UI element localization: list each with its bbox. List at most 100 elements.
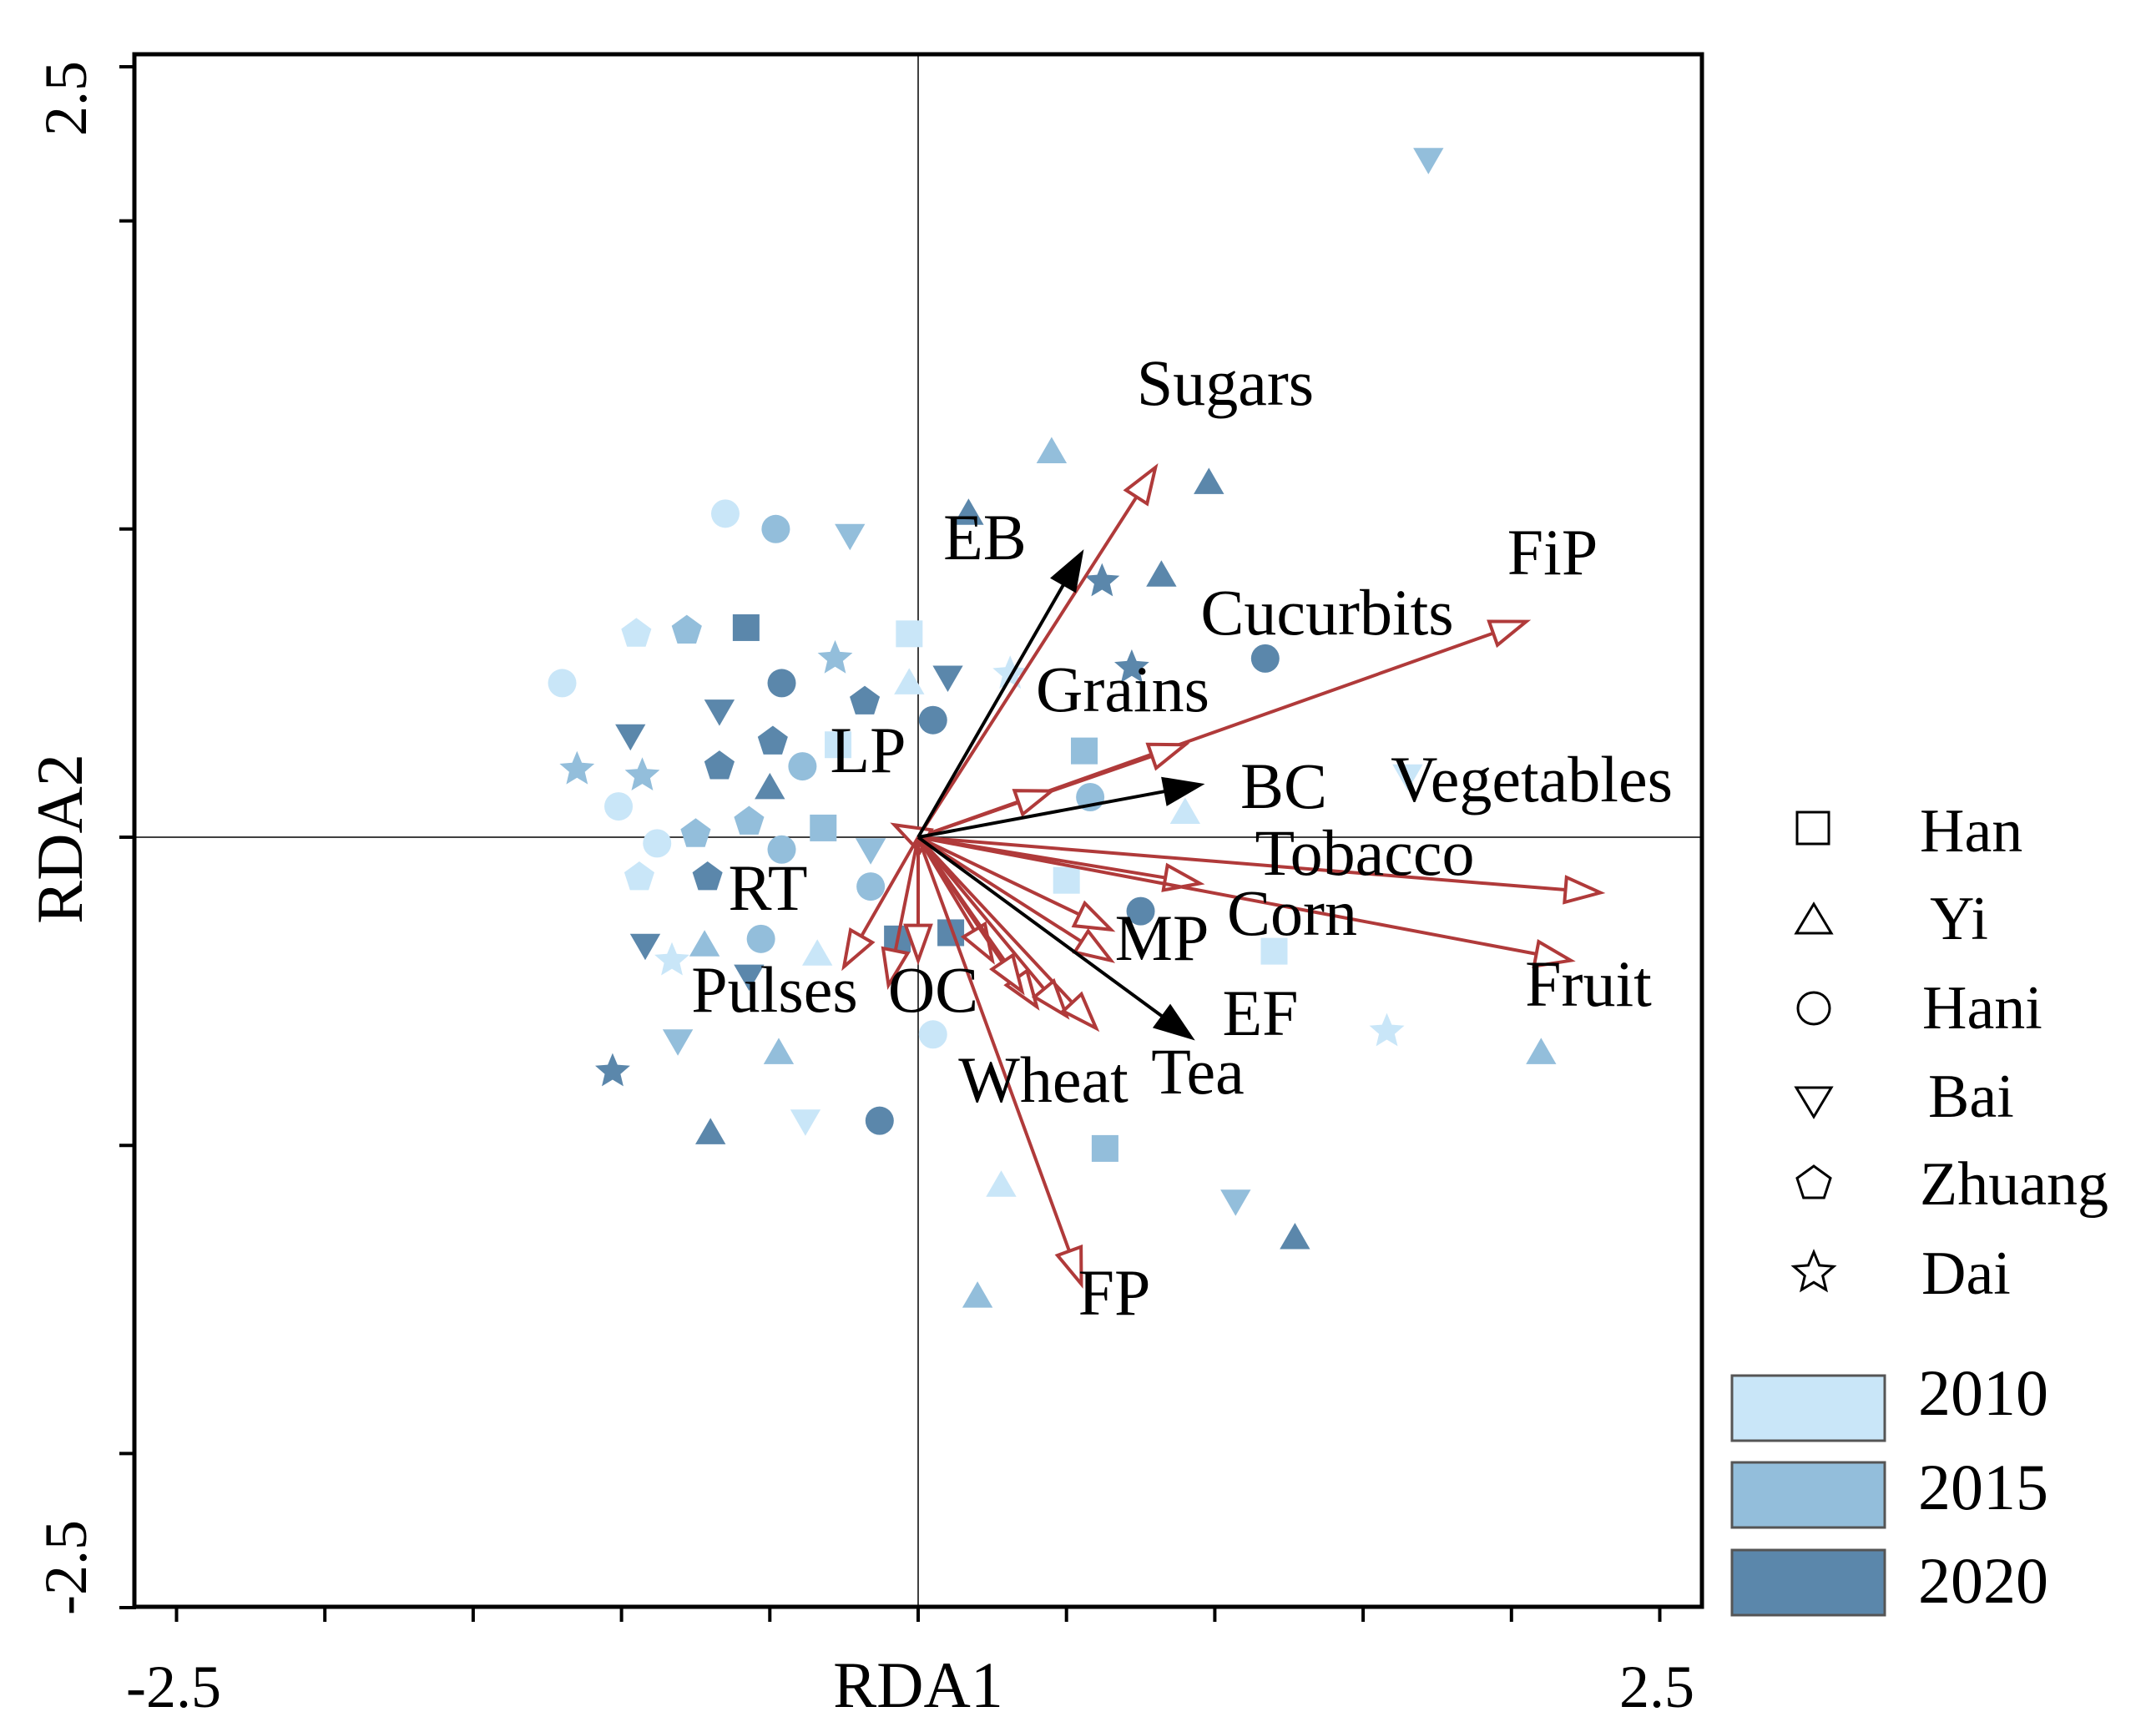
legend-label-2010: 2010 xyxy=(1918,1356,2048,1429)
vector-arrows xyxy=(841,462,1606,1289)
point-zhuang-2020-31 xyxy=(704,750,735,780)
explanatory-arrow-bc-head xyxy=(1161,776,1205,806)
point-yi-2015-61 xyxy=(1526,1038,1557,1064)
response-arrow-oc-head xyxy=(903,923,933,966)
point-han-2020-11 xyxy=(732,614,760,641)
response-arrow-pulses-head xyxy=(881,946,911,991)
x-axis-title: RDA1 xyxy=(833,1649,1003,1721)
point-hani-2010-41 xyxy=(643,829,672,858)
x-tick-label-min: -2.5 xyxy=(126,1654,221,1720)
point-han-2015-38 xyxy=(810,814,837,841)
response-arrow-sugars-shaft xyxy=(916,496,1139,839)
vector-label-ef: EF xyxy=(1222,977,1298,1049)
point-zhuang-2015-39 xyxy=(680,818,711,847)
response-arrow-extra-2-head xyxy=(1031,977,1070,1020)
legend: Han Yi Hani Bai Zhuang Dai 2010 2015 202… xyxy=(1730,797,2108,1617)
axis-ticks xyxy=(119,65,1662,1622)
point-zhuang-2010-9 xyxy=(621,618,652,647)
point-hani-2015-50 xyxy=(746,924,775,953)
response-arrow-cucurbits-head xyxy=(1145,742,1190,771)
response-arrow-grains-shaft xyxy=(917,800,1019,839)
response-arrow-rt-shaft xyxy=(860,836,920,937)
point-hani-2020-47 xyxy=(1126,896,1155,926)
point-dai-2020-16 xyxy=(1114,649,1149,683)
point-han-2010-55 xyxy=(1260,937,1288,965)
point-hani-2010-34 xyxy=(604,792,634,821)
point-dai-2010-53 xyxy=(654,942,689,976)
vector-label-eb: EB xyxy=(943,501,1027,573)
point-zhuang-2020-25 xyxy=(757,725,788,755)
point-bai-2020-14 xyxy=(932,665,963,692)
explanatory-arrow-ef-head xyxy=(1152,1003,1195,1041)
point-hani-2010-4 xyxy=(710,499,740,528)
point-yi-2015-70 xyxy=(962,1281,993,1308)
point-yi-2010-54 xyxy=(802,939,833,966)
point-yi-2010-20 xyxy=(894,668,925,694)
point-zhuang-2020-44 xyxy=(692,861,723,891)
y-axis-title: RDA2 xyxy=(23,754,96,924)
vector-label-sugars: Sugars xyxy=(1137,346,1314,419)
legend-swatch-2015 xyxy=(1730,1461,1886,1529)
vector-label-pulses: Pulses xyxy=(691,953,857,1026)
vector-label-cucurbits: Cucurbits xyxy=(1200,576,1453,649)
legend-symbol-dai xyxy=(1790,1249,1837,1293)
legend-label-zhuang: Zhuang xyxy=(1920,1150,2108,1219)
point-yi-2015-49 xyxy=(689,930,720,957)
response-arrow-wheat-shaft xyxy=(916,836,1004,963)
point-han-2015-27 xyxy=(1071,737,1098,765)
point-bai-2015-0 xyxy=(1413,148,1444,174)
response-arrow-corn-head xyxy=(1071,900,1116,932)
point-yi-2020-2 xyxy=(1194,467,1224,494)
point-yi-2015-1 xyxy=(1036,437,1068,463)
vector-label-grains: Grains xyxy=(1036,653,1209,725)
legend-label-2015: 2015 xyxy=(1918,1451,2048,1523)
legend-label-han: Han xyxy=(1920,797,2022,866)
point-bai-2015-58 xyxy=(662,1029,694,1056)
point-han-2010-12 xyxy=(896,620,923,648)
point-zhuang-2020-21 xyxy=(850,685,881,715)
point-zhuang-2015-37 xyxy=(734,805,765,835)
point-hani-2015-46 xyxy=(856,872,886,901)
response-arrow-corn-shaft xyxy=(917,836,1081,916)
vector-label-oc: OC xyxy=(888,953,978,1026)
point-hani-2015-40 xyxy=(767,835,796,864)
response-arrow-mp-head xyxy=(1072,927,1116,963)
vector-label-rt: RT xyxy=(729,851,808,924)
point-bai-2015-6 xyxy=(835,523,866,551)
point-hani-2020-23 xyxy=(918,705,947,735)
legend-label-bai: Bai xyxy=(1928,1063,2014,1131)
vector-label-corn: Corn xyxy=(1227,876,1357,949)
response-arrow-fruit-shaft xyxy=(917,836,1537,956)
point-hani-2020-17 xyxy=(1250,644,1280,673)
response-arrow-vegetables-shaft xyxy=(917,836,1566,892)
explanatory-arrow-bc-shaft xyxy=(917,789,1166,839)
response-arrow-vegetables-head xyxy=(1563,875,1606,905)
response-arrow-grains-head xyxy=(1012,789,1057,817)
legend-symbol-han xyxy=(1795,810,1830,846)
point-dai-2015-30 xyxy=(624,757,660,790)
point-bai-2010-64 xyxy=(790,1109,821,1136)
response-arrow-fp-head xyxy=(1054,1244,1083,1289)
point-hani-2020-19 xyxy=(767,669,796,698)
explanatory-arrow-eb-shaft xyxy=(916,583,1066,838)
point-yi-2010-36 xyxy=(1169,797,1200,824)
point-dai-2015-29 xyxy=(559,750,595,785)
legend-label-hani: Hani xyxy=(1922,974,2042,1043)
vector-label-fip: FiP xyxy=(1507,516,1598,588)
legend-symbol-zhuang xyxy=(1795,1164,1832,1199)
vector-label-mp: MP xyxy=(1115,901,1209,974)
legend-swatch-2020 xyxy=(1730,1548,1886,1617)
point-han-2010-45 xyxy=(1053,866,1080,894)
legend-symbol-hani xyxy=(1796,991,1831,1026)
explanatory-arrow-eb-head xyxy=(1050,549,1084,593)
point-bai-2020-56 xyxy=(734,964,765,992)
vector-label-bc: BC xyxy=(1240,750,1327,822)
y-tick-label-max: 2.5 xyxy=(33,61,99,136)
vector-label-tea: Tea xyxy=(1151,1035,1244,1108)
point-yi-2020-7 xyxy=(1146,560,1177,587)
legend-swatch-2010 xyxy=(1730,1374,1886,1442)
point-zhuang-2015-10 xyxy=(671,614,702,644)
response-arrow-mp-shaft xyxy=(916,836,1083,943)
